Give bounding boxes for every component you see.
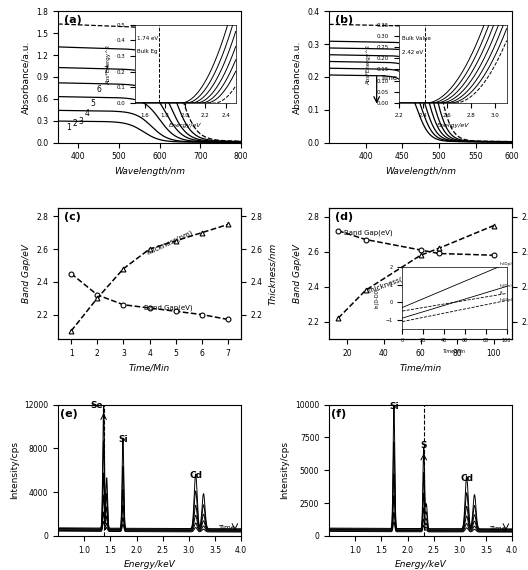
Text: (a): (a) [63,15,81,25]
Text: Time: Time [380,75,398,82]
Y-axis label: Intensity/cps: Intensity/cps [280,441,289,499]
Text: (b): (b) [335,15,353,25]
Text: Cd: Cd [460,474,473,483]
X-axis label: Energy/keV: Energy/keV [124,560,175,569]
Text: 1: 1 [66,123,71,132]
Text: Thickness(nm): Thickness(nm) [144,229,194,257]
Y-axis label: Thickness/nm: Thickness/nm [268,242,277,305]
Text: Time: Time [218,526,234,531]
Text: (d): (d) [335,212,353,222]
Text: 4: 4 [84,109,89,119]
Text: 7: 7 [103,66,108,75]
X-axis label: Energy/keV: Energy/keV [395,560,447,569]
Text: Band Gap(eV): Band Gap(eV) [144,304,193,311]
Text: Se: Se [90,401,102,410]
Y-axis label: Band Gap/eV: Band Gap/eV [22,244,31,303]
Text: (e): (e) [60,409,78,418]
X-axis label: Time/min: Time/min [400,364,442,372]
Y-axis label: Band Gap/eV: Band Gap/eV [293,244,302,303]
Text: Si: Si [389,402,399,410]
X-axis label: Wavelength/nm: Wavelength/nm [114,167,185,176]
Text: 2: 2 [72,120,77,128]
Y-axis label: Absorbance/a.u.: Absorbance/a.u. [22,40,31,113]
Text: Si: Si [118,435,128,444]
X-axis label: Wavelength/nm: Wavelength/nm [385,167,456,176]
Text: Time: Time [488,526,506,532]
Text: Band Gap(eV): Band Gap(eV) [344,229,392,236]
Text: 3: 3 [79,116,83,125]
X-axis label: Time/Min: Time/Min [129,364,170,372]
Text: 6: 6 [97,84,101,93]
Text: 5: 5 [91,99,96,108]
Text: (f): (f) [331,409,346,418]
Text: Thickness(nm): Thickness(nm) [366,271,416,295]
Text: Cd: Cd [189,471,202,480]
Y-axis label: Absorbance/a.u.: Absorbance/a.u. [293,40,301,113]
Text: S: S [420,441,427,450]
Text: (c): (c) [63,212,80,222]
Y-axis label: Intensity/cps: Intensity/cps [10,441,18,499]
